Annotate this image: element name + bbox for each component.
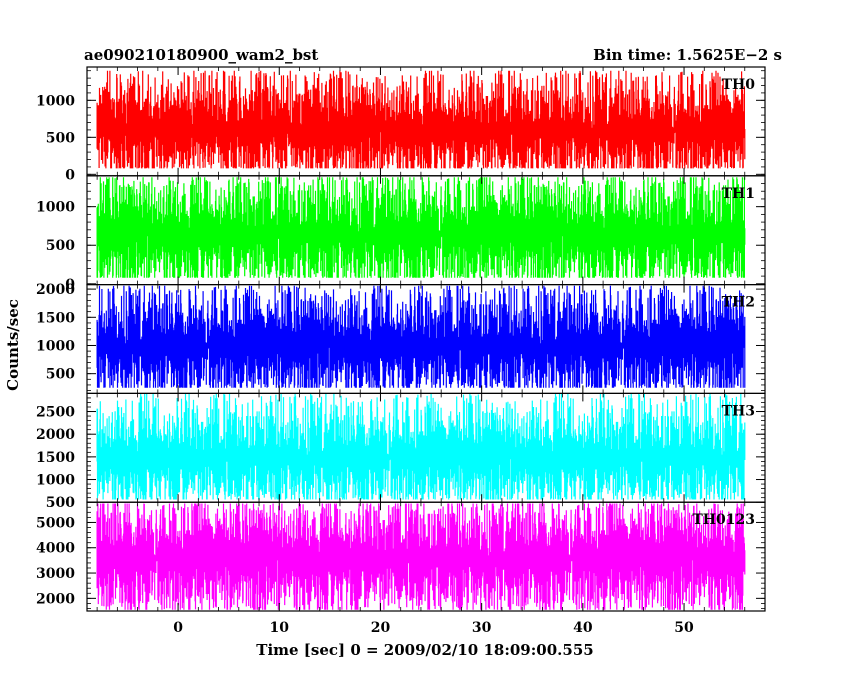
y-axis-label: Counts/sec — [4, 299, 22, 391]
y-tick-label: 2500 — [36, 405, 75, 421]
panel-name-th2: TH2 — [722, 295, 755, 311]
y-tick-label: 1000 — [36, 338, 75, 354]
series-th0123 — [96, 503, 746, 610]
panel-frame — [86, 501, 766, 612]
panel-th2: 500 1000 1500 2000 TH2 — [36, 282, 766, 395]
x-tick-label: 10 — [270, 620, 290, 636]
x-tick-label: 0 — [173, 620, 183, 636]
x-tick-label: 20 — [371, 620, 391, 636]
panel-th1: 0 500 1000 TH1 — [36, 175, 766, 293]
y-tick-label: 1000 — [36, 93, 75, 109]
panel-name-th0: TH0 — [722, 77, 756, 93]
y-tick-label: 500 — [46, 367, 75, 383]
y-tick-label: 1500 — [36, 310, 75, 326]
panel-th0: 0 500 1000 TH0 — [36, 66, 766, 183]
y-tick-label: 3000 — [36, 566, 75, 582]
series-th2 — [96, 285, 746, 388]
y-tick-label: 0 — [65, 277, 75, 293]
series-th3 — [96, 393, 746, 500]
panel-name-th0123: TH0123 — [692, 512, 755, 528]
x-axis-label: Time [sec] 0 = 2009/02/10 18:09:00.555 — [256, 641, 593, 659]
panel-th0123: 2000 3000 4000 5000 TH0123 — [36, 501, 766, 612]
y-tick-label: 0 — [65, 167, 75, 183]
y-tick-label: 4000 — [36, 541, 75, 557]
series-th1 — [96, 177, 746, 278]
bin-time-label: Bin time: 1.5625E−2 s — [593, 46, 782, 64]
y-tick-label: 500 — [46, 238, 75, 254]
panel-name-th3: TH3 — [722, 403, 755, 419]
y-tick-label: 500 — [46, 130, 75, 146]
figure-title: ae090210180900_wam2_bst — [84, 46, 318, 64]
series-th0 — [96, 70, 746, 169]
y-tick-label: 5000 — [36, 515, 75, 531]
y-tick-label: 1000 — [36, 200, 75, 216]
y-tick-label: 2000 — [36, 591, 75, 607]
panel-th3: 500 1000 1500 2000 2500 TH3 — [36, 392, 766, 511]
x-tick-label: 50 — [674, 620, 694, 636]
y-tick-label: 1500 — [36, 450, 75, 466]
x-tick-label: 30 — [472, 620, 492, 636]
panel-stack: 05001000TH005001000TH1500100015002000TH2… — [36, 66, 766, 636]
y-tick-label: 1000 — [36, 473, 75, 489]
x-tick-label: 40 — [573, 620, 593, 636]
panel-name-th1: TH1 — [722, 186, 755, 202]
y-tick-label: 2000 — [36, 427, 75, 443]
y-tick-label: 2000 — [36, 282, 75, 298]
y-tick-label: 500 — [46, 495, 75, 511]
